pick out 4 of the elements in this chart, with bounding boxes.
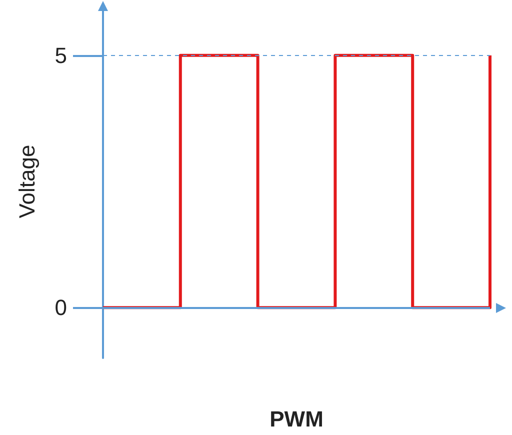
y-tick-label: 5 bbox=[54, 42, 67, 68]
y-axis-title: Voltage bbox=[14, 144, 40, 218]
x-axis-title: PWM bbox=[270, 406, 324, 432]
y-tick-label: 0 bbox=[54, 295, 67, 320]
